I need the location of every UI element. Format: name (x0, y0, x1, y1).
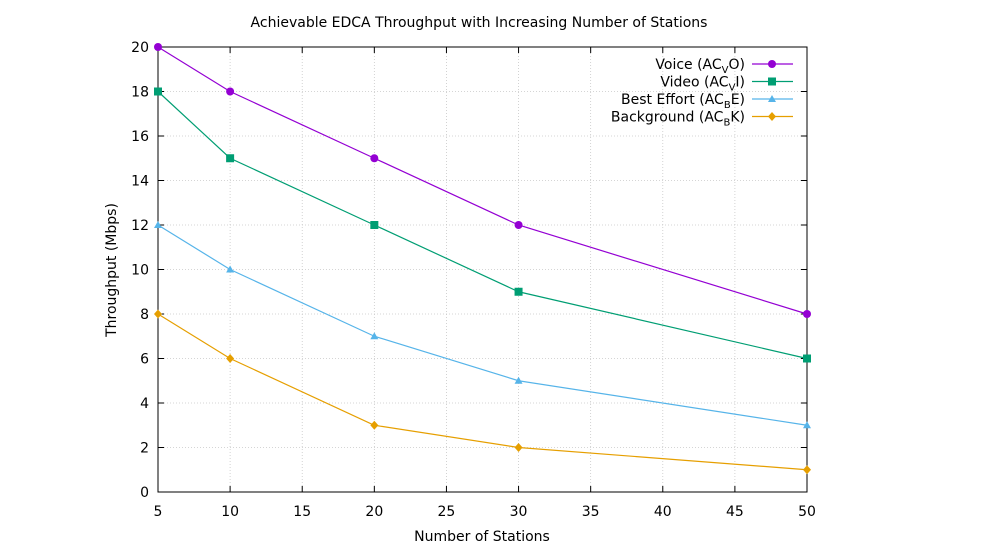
legend-label: Video (ACVI) (660, 75, 745, 94)
data-point (154, 87, 162, 96)
data-point (226, 154, 235, 163)
series-line (157, 224, 808, 426)
data-point (370, 154, 379, 163)
data-point (803, 421, 811, 429)
y-tick-label: 4 (140, 396, 149, 412)
data-point (226, 354, 235, 363)
series-group (154, 43, 811, 475)
x-tick-label: 30 (510, 504, 528, 520)
y-tick-label: 6 (140, 352, 149, 368)
series-line (157, 313, 808, 471)
legend-marker (768, 60, 776, 68)
y-tick-label: 10 (131, 263, 149, 279)
legend: Voice (ACVO)Video (ACVI)Best Effort (ACB… (611, 57, 793, 129)
data-point (154, 43, 162, 51)
legend-marker (768, 112, 776, 121)
x-tick-label: 5 (154, 504, 163, 520)
data-point (154, 309, 162, 319)
chart-title: Achievable EDCA Throughput with Increasi… (251, 15, 708, 31)
y-tick-label: 8 (140, 307, 149, 323)
x-tick-label: 40 (654, 504, 672, 520)
x-tick-label: 50 (798, 504, 816, 520)
data-point (226, 87, 235, 96)
y-axis-label: Throughput (Mbps) (104, 203, 120, 338)
x-tick-label: 10 (221, 504, 239, 520)
legend-marker (768, 95, 776, 102)
x-tick-label: 35 (582, 504, 600, 520)
data-point (370, 221, 379, 229)
series-1 (154, 87, 811, 363)
data-point (226, 265, 235, 273)
data-point (370, 420, 379, 430)
x-axis-label: Number of Stations (414, 529, 550, 545)
data-point (803, 354, 811, 363)
y-tick-label: 12 (131, 218, 149, 234)
legend-entry: Background (ACBK) (611, 110, 793, 129)
y-tick-label: 18 (131, 85, 149, 101)
legend-label: Background (ACBK) (611, 110, 745, 129)
y-tick-label: 16 (131, 129, 149, 145)
axes: 5 10 15 20 25 30 35 40 45 50 0 2 4 6 8 10 12 14 16 18 20 (131, 40, 816, 520)
legend-label: Voice (ACVO) (655, 57, 745, 76)
data-point (154, 221, 162, 228)
x-tick-label: 25 (438, 504, 456, 520)
legend-label: Best Effort (ACBE) (621, 92, 745, 111)
series-0 (154, 43, 811, 318)
legend-marker (768, 77, 776, 86)
x-tick-label: 20 (365, 504, 383, 520)
data-point (803, 465, 811, 475)
legend-entry: Best Effort (ACBE) (621, 92, 793, 111)
data-point (514, 376, 523, 384)
data-point (514, 443, 523, 452)
y-tick-label: 20 (131, 40, 149, 56)
series-2 (154, 221, 811, 429)
x-tick-label: 45 (726, 504, 744, 520)
data-point (370, 332, 379, 340)
x-tick-label: 15 (293, 504, 311, 520)
data-point (514, 221, 523, 229)
legend-entry: Video (ACVI) (660, 75, 793, 94)
y-tick-label: 2 (140, 441, 149, 457)
legend-entry: Voice (ACVO) (655, 57, 793, 76)
series-3 (154, 309, 811, 475)
y-tick-label: 14 (131, 174, 149, 190)
data-point (803, 310, 811, 318)
data-point (514, 287, 523, 296)
y-tick-label: 0 (140, 485, 149, 501)
